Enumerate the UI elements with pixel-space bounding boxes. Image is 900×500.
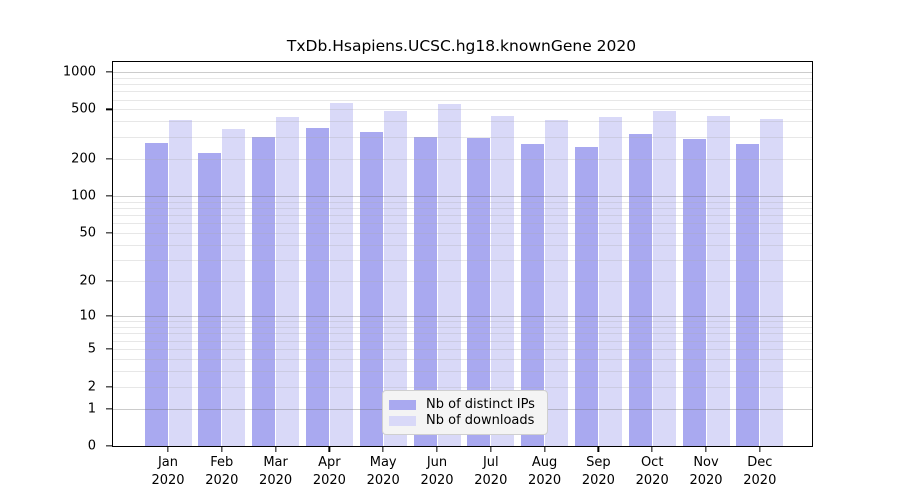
y-tick-label-0: 0 — [87, 438, 96, 454]
y-tick-label-10: 10 — [79, 308, 96, 324]
bar-downloads-oct — [652, 111, 676, 446]
x-tick-mark — [543, 446, 546, 452]
bar-distinct-ips-jun — [413, 136, 437, 446]
x-tick-mark — [490, 446, 492, 452]
bar-distinct-ips-oct — [628, 134, 652, 446]
x-tick-label-jul: Jul 2020 — [474, 455, 508, 489]
x-tick-label-apr: Apr 2020 — [312, 455, 346, 489]
x-tick-mark — [436, 446, 438, 452]
bar-distinct-ips-jul — [467, 137, 491, 446]
y-tick-label-1000: 1000 — [62, 64, 96, 80]
y-tick-mark — [106, 445, 112, 447]
x-tick-mark — [167, 446, 169, 452]
bar-downloads-jul — [491, 116, 515, 446]
y-tick-label-500: 500 — [71, 101, 96, 117]
y-tick-label-5: 5 — [87, 341, 96, 357]
bar-distinct-ips-apr — [305, 128, 329, 446]
x-tick-mark — [651, 446, 653, 452]
y-tick-mark — [106, 195, 112, 197]
bar-distinct-ips-nov — [682, 138, 706, 446]
legend-item-distinct-ips: Nb of distinct IPs — [389, 397, 539, 412]
x-tick-label-jun: Jun 2020 — [420, 455, 454, 489]
bar-distinct-ips-sep — [574, 146, 598, 446]
y-tick-mark — [106, 385, 112, 388]
x-tick-label-dec: Dec 2020 — [743, 455, 777, 489]
y-tick-mark — [106, 158, 112, 160]
bar-downloads-sep — [598, 116, 622, 446]
bars-layer — [113, 62, 812, 446]
bar-distinct-ips-feb — [198, 152, 222, 446]
y-tick-label-20: 20 — [79, 273, 96, 289]
plot-area: 1000 500 200 100 50 20 10 5 2 1 0 Jan 2020 Feb 2020 Ma… — [63, 61, 813, 488]
y-tick-label-50: 50 — [79, 225, 96, 241]
bar-distinct-ips-dec — [736, 143, 760, 446]
x-tick-mark — [759, 446, 761, 452]
y-tick-label-100: 100 — [71, 188, 96, 204]
bar-distinct-ips-aug — [521, 144, 545, 446]
x-tick-label-may: May 2020 — [366, 455, 400, 489]
x-tick-label-oct: Oct 2020 — [635, 455, 669, 489]
bar-downloads-dec — [760, 118, 784, 446]
bar-downloads-mar — [276, 116, 300, 446]
bar-distinct-ips-mar — [252, 136, 276, 446]
y-tick-mark — [106, 280, 112, 282]
legend-label-distinct-ips: Nb of distinct IPs — [426, 397, 535, 412]
x-tick-label-mar: Mar 2020 — [259, 455, 293, 489]
y-tick-mark — [106, 348, 112, 350]
bar-downloads-jun — [437, 104, 461, 446]
bar-downloads-apr — [329, 102, 353, 446]
bar-distinct-ips-jan — [144, 142, 168, 446]
x-tick-mark — [597, 446, 600, 452]
y-tick-mark — [106, 71, 112, 73]
y-tick-label-1: 1 — [87, 401, 96, 416]
x-tick-mark — [328, 446, 331, 452]
legend: Nb of distinct IPs Nb of downloads — [382, 390, 548, 435]
bar-downloads-jan — [168, 120, 192, 446]
y-tick-mark — [106, 232, 112, 234]
legend-item-downloads: Nb of downloads — [389, 413, 539, 428]
bar-downloads-aug — [545, 120, 569, 446]
y-tick-label-2: 2 — [87, 379, 96, 394]
x-tick-mark — [274, 446, 277, 452]
x-tick-label-sep: Sep 2020 — [581, 455, 615, 489]
x-tick-label-jan: Jan 2020 — [151, 455, 185, 489]
legend-label-downloads: Nb of downloads — [426, 413, 535, 428]
x-tick-label-feb: Feb 2020 — [205, 455, 239, 489]
bar-downloads-nov — [706, 116, 730, 446]
x-tick-mark — [705, 446, 707, 452]
bar-distinct-ips-may — [359, 131, 383, 446]
x-tick-label-nov: Nov 2020 — [689, 455, 723, 489]
x-tick-label-aug: Aug 2020 — [528, 455, 562, 489]
x-tick-mark — [221, 446, 223, 452]
legend-swatch-downloads-icon — [389, 415, 416, 426]
y-tick-mark — [106, 407, 112, 410]
bar-downloads-feb — [222, 129, 246, 446]
legend-swatch-distinct-ips-icon — [389, 399, 416, 410]
y-tick-mark — [106, 315, 112, 317]
x-tick-mark — [382, 446, 384, 452]
bar-downloads-may — [383, 111, 407, 446]
y-tick-mark — [106, 108, 112, 110]
y-tick-label-200: 200 — [71, 151, 96, 167]
chart-title: TxDb.Hsapiens.UCSC.hg18.knownGene 2020 — [286, 37, 637, 55]
